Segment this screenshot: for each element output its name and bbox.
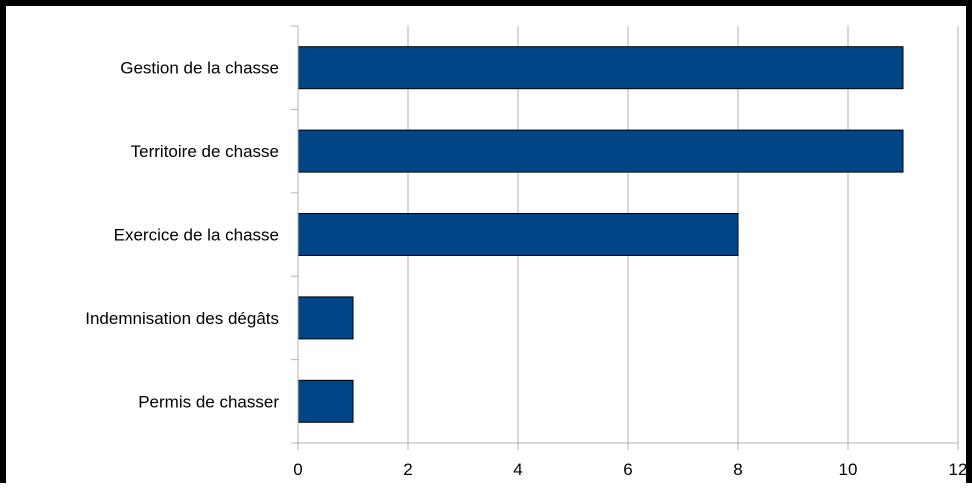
- bars: [297, 46, 904, 423]
- labels: 0 2 4 6 8 10 12 Gestion de la chasse Territoire …: [85, 59, 967, 479]
- category-label: Permis de chasser: [138, 392, 279, 411]
- bar: [297, 296, 354, 340]
- x-tick-label: 10: [839, 460, 858, 479]
- x-tick-label: 0: [293, 460, 302, 479]
- x-tick-label: 8: [733, 460, 742, 479]
- category-label: Exercice de la chasse: [114, 226, 279, 245]
- x-tick-label: 4: [513, 460, 522, 479]
- category-label: Gestion de la chasse: [120, 59, 279, 78]
- horizontal-bar-chart: 0 2 4 6 8 10 12 Gestion de la chasse Territoire …: [85, 25, 967, 479]
- category-label: Territoire de chasse: [131, 142, 279, 161]
- bar: [297, 379, 354, 423]
- bar: [297, 46, 904, 90]
- x-tick-label: 12: [949, 460, 968, 479]
- bar: [297, 213, 739, 256]
- bar: [297, 129, 904, 173]
- x-tick-label: 2: [403, 460, 412, 479]
- x-tick-label: 6: [623, 460, 632, 479]
- category-label: Indemnisation des dégâts: [85, 309, 279, 328]
- axes: [291, 25, 958, 444]
